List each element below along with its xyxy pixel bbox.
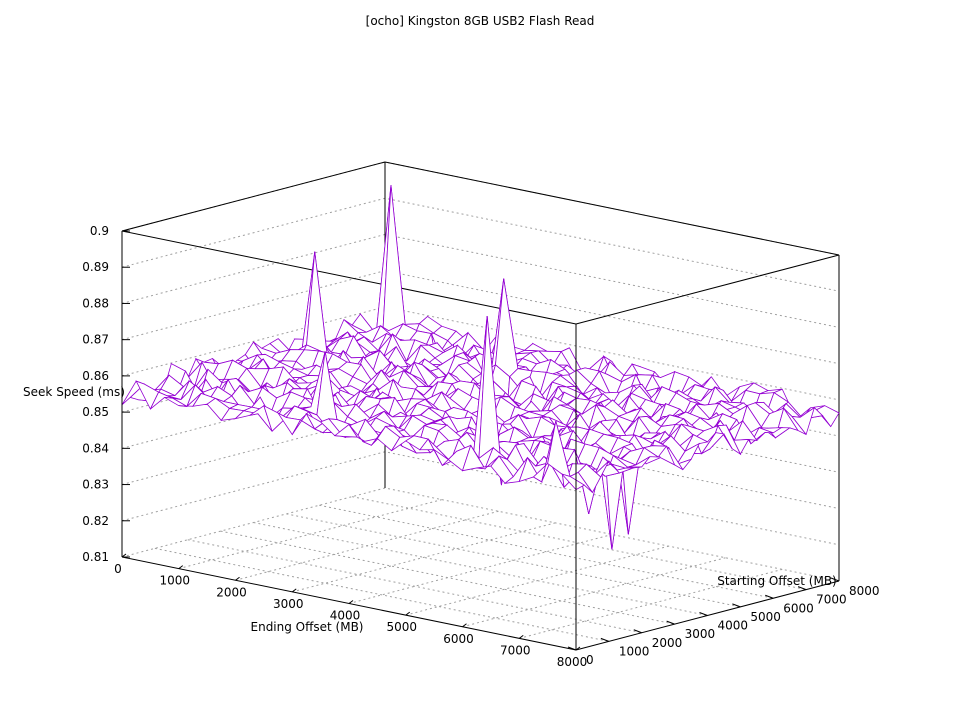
z-tick-label: 0.9 [90, 224, 109, 238]
z-tick-label: 0.84 [82, 441, 109, 455]
x-tick-label: 1000 [159, 574, 190, 588]
x-tick [178, 565, 184, 570]
y-tick-label: 6000 [783, 601, 814, 615]
y-grid-line [187, 539, 642, 634]
z-grid-line [121, 161, 840, 256]
z-grid-line [121, 197, 840, 292]
y-grid-line [286, 513, 741, 608]
x-grid-line [519, 568, 783, 639]
y-tick [633, 629, 642, 634]
z-tick-label: 0.88 [82, 296, 109, 310]
x-axis-label: Ending Offset (MB) [251, 620, 364, 634]
y-tick [765, 594, 774, 599]
x-tick [121, 553, 127, 558]
y-tick [732, 603, 741, 608]
x-tick-label: 6000 [443, 632, 474, 646]
y-tick-label: 5000 [750, 610, 781, 624]
x-grid-line [292, 522, 556, 593]
y-grid-line [154, 547, 609, 642]
x-tick-label: 5000 [386, 620, 417, 634]
x-tick-label: 4000 [330, 609, 361, 623]
x-tick-label: 0 [114, 562, 122, 576]
y-tick [797, 586, 807, 591]
y-tick [567, 646, 577, 651]
y-tick [830, 577, 840, 582]
y-grid-line [352, 496, 807, 591]
y-tick-label: 1000 [619, 644, 650, 658]
axis-ticks: 0.81 0.82 0.83 0.84 0.85 0.86 0.87 0.88 0.89 0.9 0… [82, 224, 879, 669]
x-tick-label: 8000 [557, 655, 588, 669]
x-grid-line [405, 545, 669, 616]
y-grid-line [319, 504, 774, 599]
chart-title: [ocho] Kingston 8GB USB2 Flash Read [366, 14, 595, 28]
z-tick-label: 0.82 [82, 514, 109, 528]
surface-quad [495, 278, 519, 378]
surface-quad [560, 473, 586, 491]
back-edge [575, 254, 840, 325]
z-tick-label: 0.83 [82, 478, 109, 492]
x-tick [518, 634, 524, 639]
y-tick-label: 3000 [685, 627, 716, 641]
x-tick [348, 600, 354, 604]
z-tick-label: 0.81 [82, 550, 109, 564]
x-tick [462, 623, 467, 628]
x-tick [235, 576, 240, 581]
z-grid-line [121, 233, 840, 328]
surface-mesh [121, 185, 840, 550]
x-tick-label: 3000 [273, 597, 304, 611]
z-tick-label: 0.85 [82, 405, 109, 419]
y-tick-label: 7000 [816, 593, 847, 607]
y-tick [600, 637, 610, 642]
z-grid-line [121, 487, 840, 582]
back-edge [384, 161, 840, 256]
z-axis-label: Seek Speed (ms) [23, 385, 125, 399]
z-tick-label: 0.86 [82, 369, 109, 383]
x-tick [575, 646, 581, 651]
y-tick-label: 0 [586, 653, 594, 667]
y-axis-label: Starting Offset (MB) [717, 574, 837, 588]
y-tick-label: 8000 [849, 584, 880, 598]
x-grid-line [178, 499, 442, 570]
z-tick-label: 0.87 [82, 333, 109, 347]
x-tick-label: 2000 [216, 585, 247, 599]
back-edge [121, 161, 386, 232]
y-grid-line [253, 522, 708, 616]
y-tick-label: 4000 [718, 619, 749, 633]
x-tick [405, 611, 411, 616]
x-tick-label: 7000 [500, 643, 531, 657]
y-tick [666, 620, 675, 625]
y-tick-label: 2000 [652, 636, 683, 650]
x-grid-line [462, 557, 726, 628]
x-tick [291, 588, 297, 593]
z-tick-label: 0.89 [82, 260, 109, 274]
y-tick [699, 612, 708, 616]
